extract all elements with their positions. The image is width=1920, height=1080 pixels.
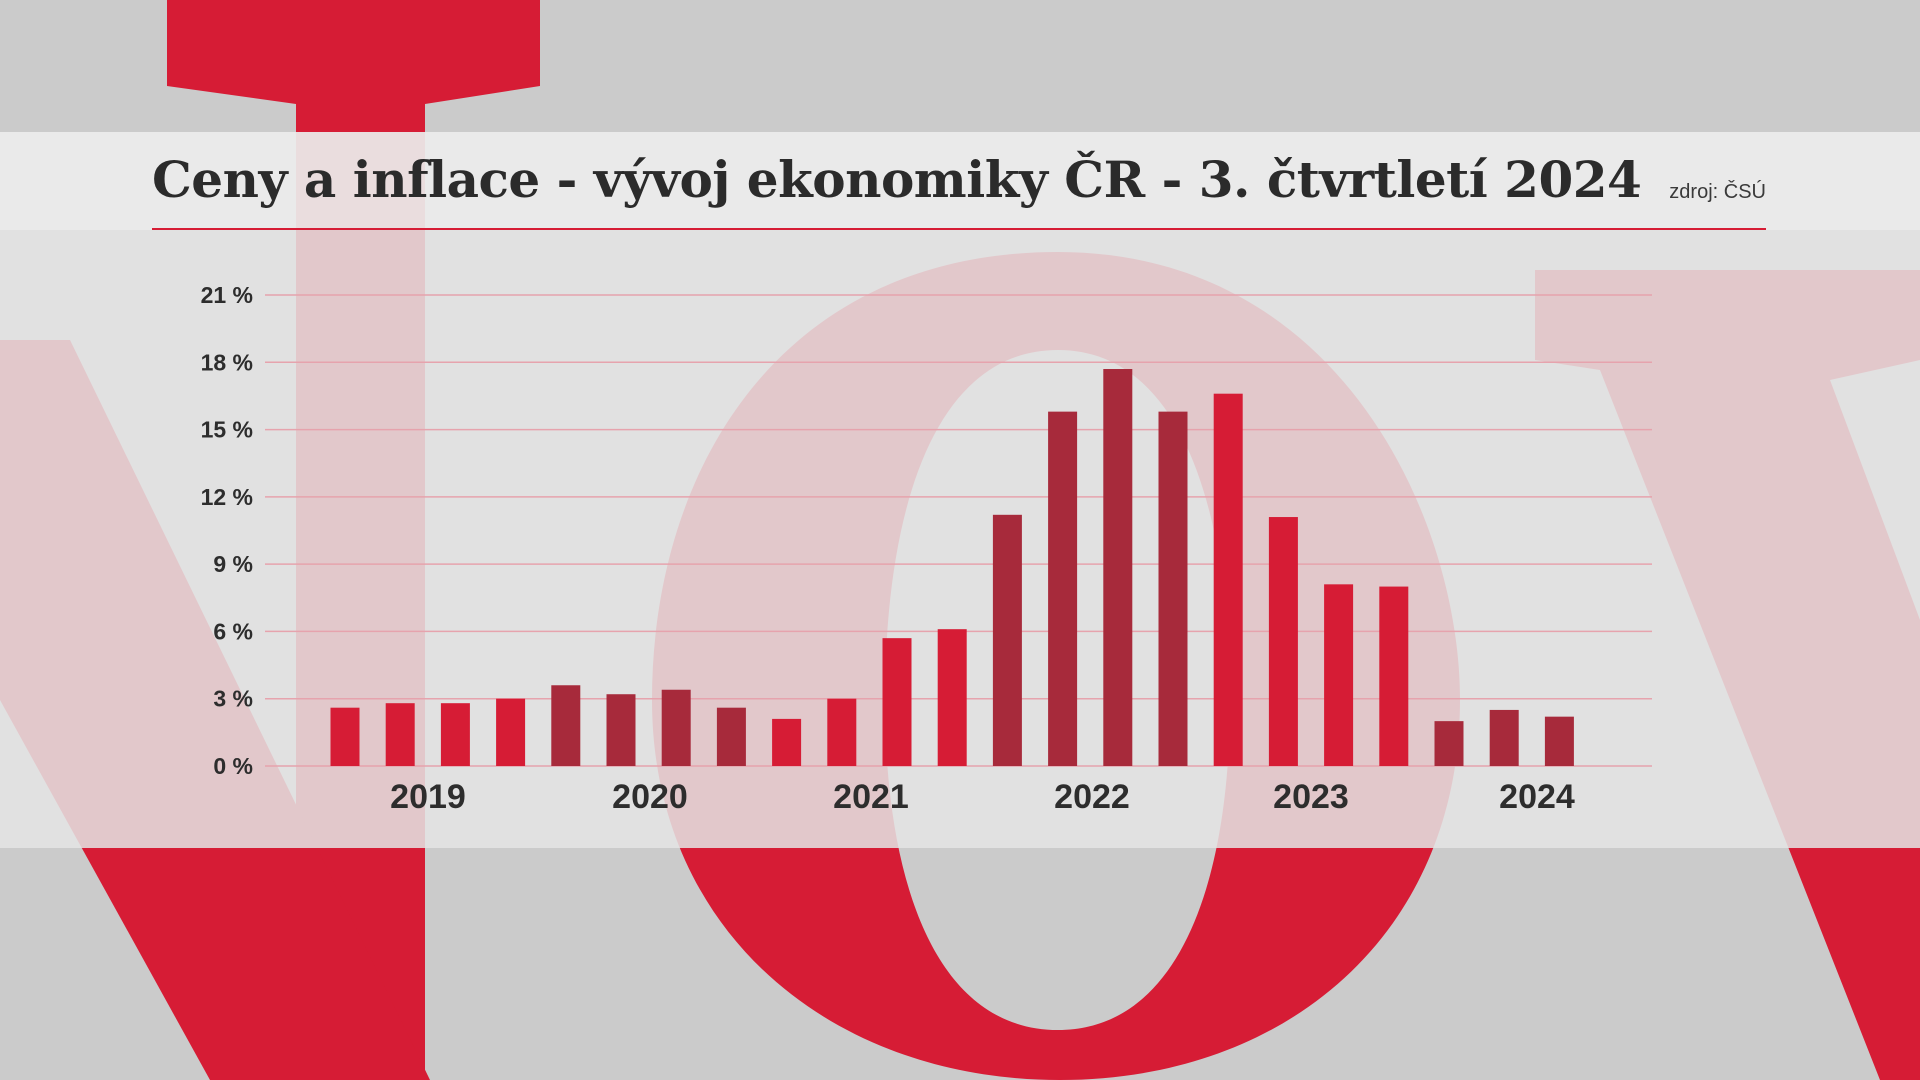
bar — [385, 703, 415, 766]
source-label: zdroj: ČSÚ — [1669, 181, 1766, 203]
year-label: 2023 — [1273, 778, 1349, 816]
title-band — [0, 132, 1920, 230]
year-label: 2024 — [1499, 778, 1575, 816]
y-axis-ticks: 0 % 3 % 6 % 9 % 12 % 15 % 18 % 21 % — [201, 282, 253, 779]
bar — [1434, 721, 1464, 766]
bar — [992, 514, 1022, 766]
bar — [772, 718, 802, 766]
bar — [551, 685, 581, 766]
year-label: 2022 — [1054, 778, 1130, 816]
bar — [1158, 411, 1188, 766]
bar — [496, 698, 526, 766]
bar — [1103, 369, 1133, 766]
year-label: 2020 — [612, 778, 688, 816]
bar — [330, 707, 360, 766]
chart-title: Ceny a inflace - vývoj ekonomiky ČR - 3.… — [152, 150, 1642, 209]
bar — [716, 707, 746, 766]
y-tick-label: 6 % — [213, 618, 253, 644]
bar — [1324, 584, 1354, 766]
year-label: 2021 — [833, 778, 909, 816]
bar — [1544, 716, 1574, 766]
y-tick-label: 3 % — [213, 686, 253, 712]
y-tick-label: 0 % — [213, 753, 253, 779]
bar — [1213, 393, 1243, 766]
bar — [606, 694, 636, 766]
bar — [882, 638, 912, 766]
title-underline — [152, 228, 1766, 230]
y-tick-label: 9 % — [213, 551, 253, 577]
x-axis-year-labels: 2019 2020 2021 2022 2023 2024 — [390, 778, 1575, 816]
bar — [1268, 517, 1298, 766]
bar — [827, 698, 857, 766]
y-tick-label: 12 % — [201, 484, 253, 510]
y-tick-label: 15 % — [201, 417, 253, 443]
bar — [661, 689, 691, 766]
bar — [1489, 709, 1519, 766]
y-tick-label: 21 % — [201, 282, 253, 308]
bar — [1048, 411, 1078, 766]
y-tick-label: 18 % — [201, 349, 253, 375]
bars — [330, 369, 1574, 766]
bar — [937, 629, 967, 766]
bar — [440, 703, 470, 766]
year-label: 2019 — [390, 778, 466, 816]
bar — [1379, 586, 1409, 766]
